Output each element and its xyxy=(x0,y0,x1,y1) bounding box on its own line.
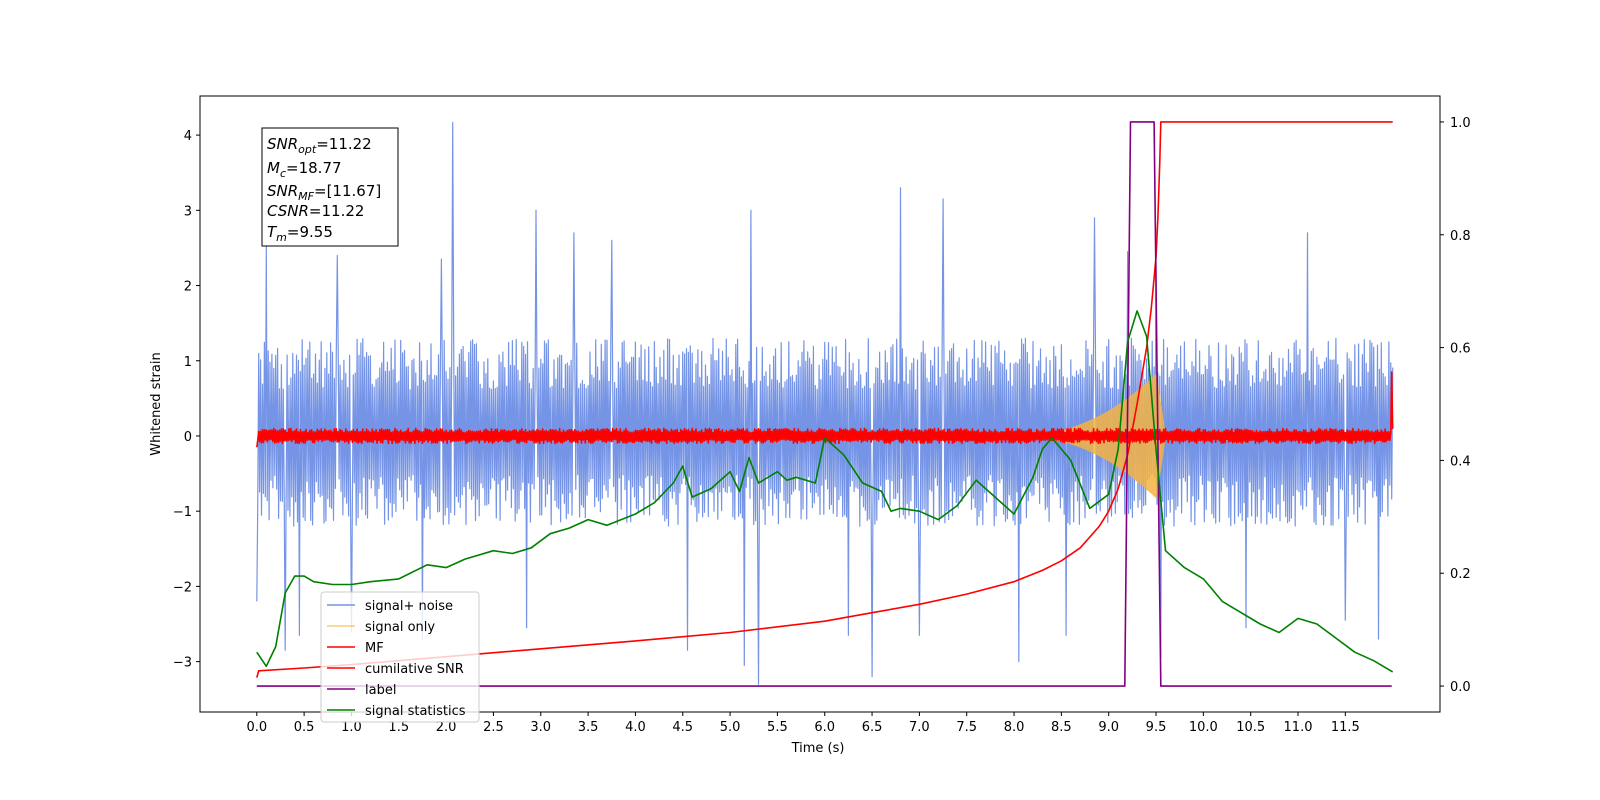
y2-tick-label: 0.4 xyxy=(1450,454,1471,469)
y-tick-label: 0 xyxy=(184,430,192,445)
y-axis-right: 0.0 0.2 0.4 0.6 0.8 1.0 xyxy=(1440,116,1471,695)
x-tick-label: 6.5 xyxy=(862,720,883,735)
x-tick-label: 7.5 xyxy=(956,720,977,735)
x-tick-label: 3.5 xyxy=(578,720,599,735)
x-tick-label: 7.0 xyxy=(909,720,930,735)
series-cumilative-snr xyxy=(256,121,1393,678)
y-tick-label: 1 xyxy=(184,355,192,370)
x-axis-label: Time (s) xyxy=(791,741,845,756)
annotation-snr-opt: SNRopt=11.22 xyxy=(267,135,372,156)
x-tick-label: 1.5 xyxy=(388,720,409,735)
series-mf xyxy=(256,371,1394,448)
x-tick-label: 10.0 xyxy=(1189,720,1218,735)
legend-label-signal-statistics: signal statistics xyxy=(365,704,466,719)
legend-label-mf: MF xyxy=(365,641,384,656)
x-tick-label: 5.0 xyxy=(720,720,741,735)
y-tick-label: 3 xyxy=(184,204,192,219)
x-tick-label: 1.0 xyxy=(341,720,362,735)
legend: signal+ noise signal only MF cumilative SNR… xyxy=(320,591,480,723)
legend-label-signal-only: signal only xyxy=(365,620,435,635)
x-tick-label: 5.5 xyxy=(767,720,788,735)
annotation-frame xyxy=(261,127,399,247)
y-tick-label: −1 xyxy=(173,505,192,520)
y2-tick-label: 0.0 xyxy=(1450,680,1471,695)
annotation-box: SNRopt=11.22 Mc=18.77 SNRMF=[11.67] CSNR… xyxy=(261,127,399,247)
annotation-snr-mf: SNRMF=[11.67] xyxy=(267,182,381,203)
x-tick-label: 4.0 xyxy=(625,720,646,735)
y-tick-label: 2 xyxy=(184,280,192,295)
x-axis: 0.0 0.5 1.0 1.5 2.0 2.5 3.0 3.5 4.0 4.5 5.0 5.5 6.0 6… xyxy=(246,712,1360,735)
x-tick-label: 4.5 xyxy=(672,720,693,735)
legend-frame xyxy=(320,591,480,723)
annotation-csnr: CSNR=11.22 xyxy=(267,202,364,220)
x-tick-label: 10.5 xyxy=(1236,720,1265,735)
y2-tick-label: 0.8 xyxy=(1450,229,1471,244)
y-tick-label: 4 xyxy=(184,129,192,144)
x-tick-label: 11.5 xyxy=(1331,720,1360,735)
x-tick-label: 11.0 xyxy=(1284,720,1313,735)
x-tick-label: 9.0 xyxy=(1098,720,1119,735)
legend-label-label: label xyxy=(365,683,396,698)
x-tick-label: 8.5 xyxy=(1051,720,1072,735)
legend-label-signal-noise: signal+ noise xyxy=(365,599,453,614)
x-tick-label: 8.0 xyxy=(1004,720,1025,735)
annotation-mc: Mc=18.77 xyxy=(267,159,342,180)
x-tick-label: 3.0 xyxy=(530,720,551,735)
y-tick-label: −2 xyxy=(173,580,192,595)
x-tick-label: 0.5 xyxy=(294,720,315,735)
y-axis-label: Whitened strain xyxy=(149,352,164,455)
annotation-tm: Tm=9.55 xyxy=(267,223,333,244)
y2-tick-label: 0.6 xyxy=(1450,342,1471,357)
y-axis-left: −3 −2 −1 0 1 2 3 4 xyxy=(173,129,200,671)
series-layer xyxy=(256,121,1394,687)
series-signal-noise xyxy=(256,121,1394,685)
y2-tick-label: 0.2 xyxy=(1450,567,1471,582)
plot-frame xyxy=(199,95,1441,713)
y2-tick-label: 1.0 xyxy=(1450,116,1471,131)
x-tick-label: 2.0 xyxy=(436,720,457,735)
x-tick-label: 0.0 xyxy=(246,720,267,735)
x-tick-label: 2.5 xyxy=(483,720,504,735)
x-tick-label: 9.5 xyxy=(1146,720,1167,735)
series-label xyxy=(256,121,1392,687)
x-tick-label: 6.0 xyxy=(814,720,835,735)
y-tick-label: −3 xyxy=(173,656,192,671)
series-signal-statistics xyxy=(256,310,1394,673)
legend-label-cumilative-snr: cumilative SNR xyxy=(365,662,464,677)
